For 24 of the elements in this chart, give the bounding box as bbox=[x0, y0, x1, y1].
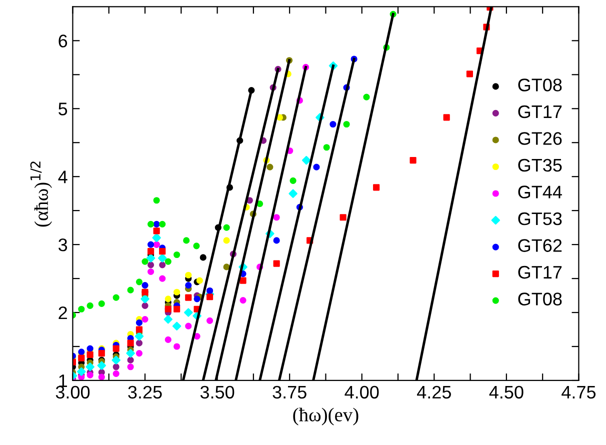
y-axis-title: (αħω)$^{1/2}$ bbox=[30, 162, 52, 227]
legend-label: GT17 bbox=[518, 266, 562, 279]
x-axis-title: (ħω)(ev) bbox=[293, 408, 358, 426]
legend-label: GT62 bbox=[518, 239, 562, 252]
x-tick-label: 4.50 bbox=[489, 386, 524, 399]
legend-label: GT08 bbox=[518, 78, 562, 92]
x-tick-label: 4.75 bbox=[562, 386, 596, 399]
legend-label: GT35 bbox=[518, 158, 562, 172]
legend-label: GT08 bbox=[518, 292, 562, 306]
x-tick-label: 4.25 bbox=[417, 386, 451, 399]
y-tick-label: 5 bbox=[58, 102, 68, 116]
y-tick-label: 6 bbox=[58, 34, 68, 48]
x-tick-label: 3.75 bbox=[272, 386, 306, 399]
x-tick-label: 3.00 bbox=[56, 386, 90, 399]
x-tick-label: 4.00 bbox=[344, 386, 379, 399]
y-tick-label: 3 bbox=[58, 238, 68, 252]
y-tick-label: 4 bbox=[58, 170, 68, 184]
x-tick-label: 3.50 bbox=[200, 386, 234, 399]
y-tick-label: 2 bbox=[58, 306, 67, 320]
legend-label: GT44 bbox=[518, 186, 562, 198]
x-tick-label: 3.25 bbox=[128, 386, 162, 399]
legend-label: GT26 bbox=[518, 132, 562, 145]
legend-label: GT17 bbox=[518, 105, 562, 118]
legend-label: GT53 bbox=[518, 212, 562, 226]
